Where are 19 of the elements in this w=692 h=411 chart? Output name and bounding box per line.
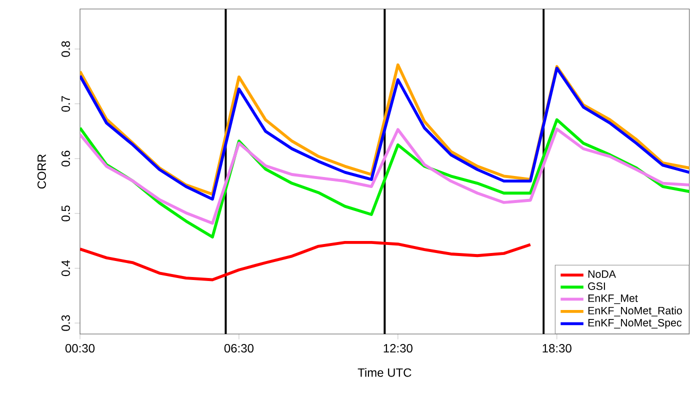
- x-tick-label: 12:30: [384, 344, 412, 353]
- legend-label: NoDA: [588, 270, 616, 278]
- x-axis-title: Time UTC: [358, 368, 412, 378]
- x-tick-label: 00:30: [65, 344, 95, 353]
- y-tick-label: 0.8: [61, 41, 70, 58]
- legend-label: EnKF_Met: [588, 294, 638, 304]
- line-series: [80, 128, 690, 225]
- y-tick-label: 0.3: [61, 315, 70, 332]
- x-tick-label: 18:30: [542, 344, 572, 353]
- y-tick-label: 0.4: [61, 260, 70, 276]
- x-tick-label: 06:30: [224, 344, 254, 353]
- legend-label: EnKF_NoMet_Spec: [588, 319, 682, 329]
- y-axis-title: CORR: [37, 154, 46, 189]
- y-tick-label: 0.7: [61, 96, 70, 112]
- y-tick-label: 0.5: [61, 206, 70, 222]
- legend-label: GSI: [588, 282, 605, 290]
- line-series: [80, 241, 532, 282]
- legend-label: EnKF_NoMet_Ratio: [588, 306, 682, 317]
- y-tick-label: 0.6: [61, 150, 70, 167]
